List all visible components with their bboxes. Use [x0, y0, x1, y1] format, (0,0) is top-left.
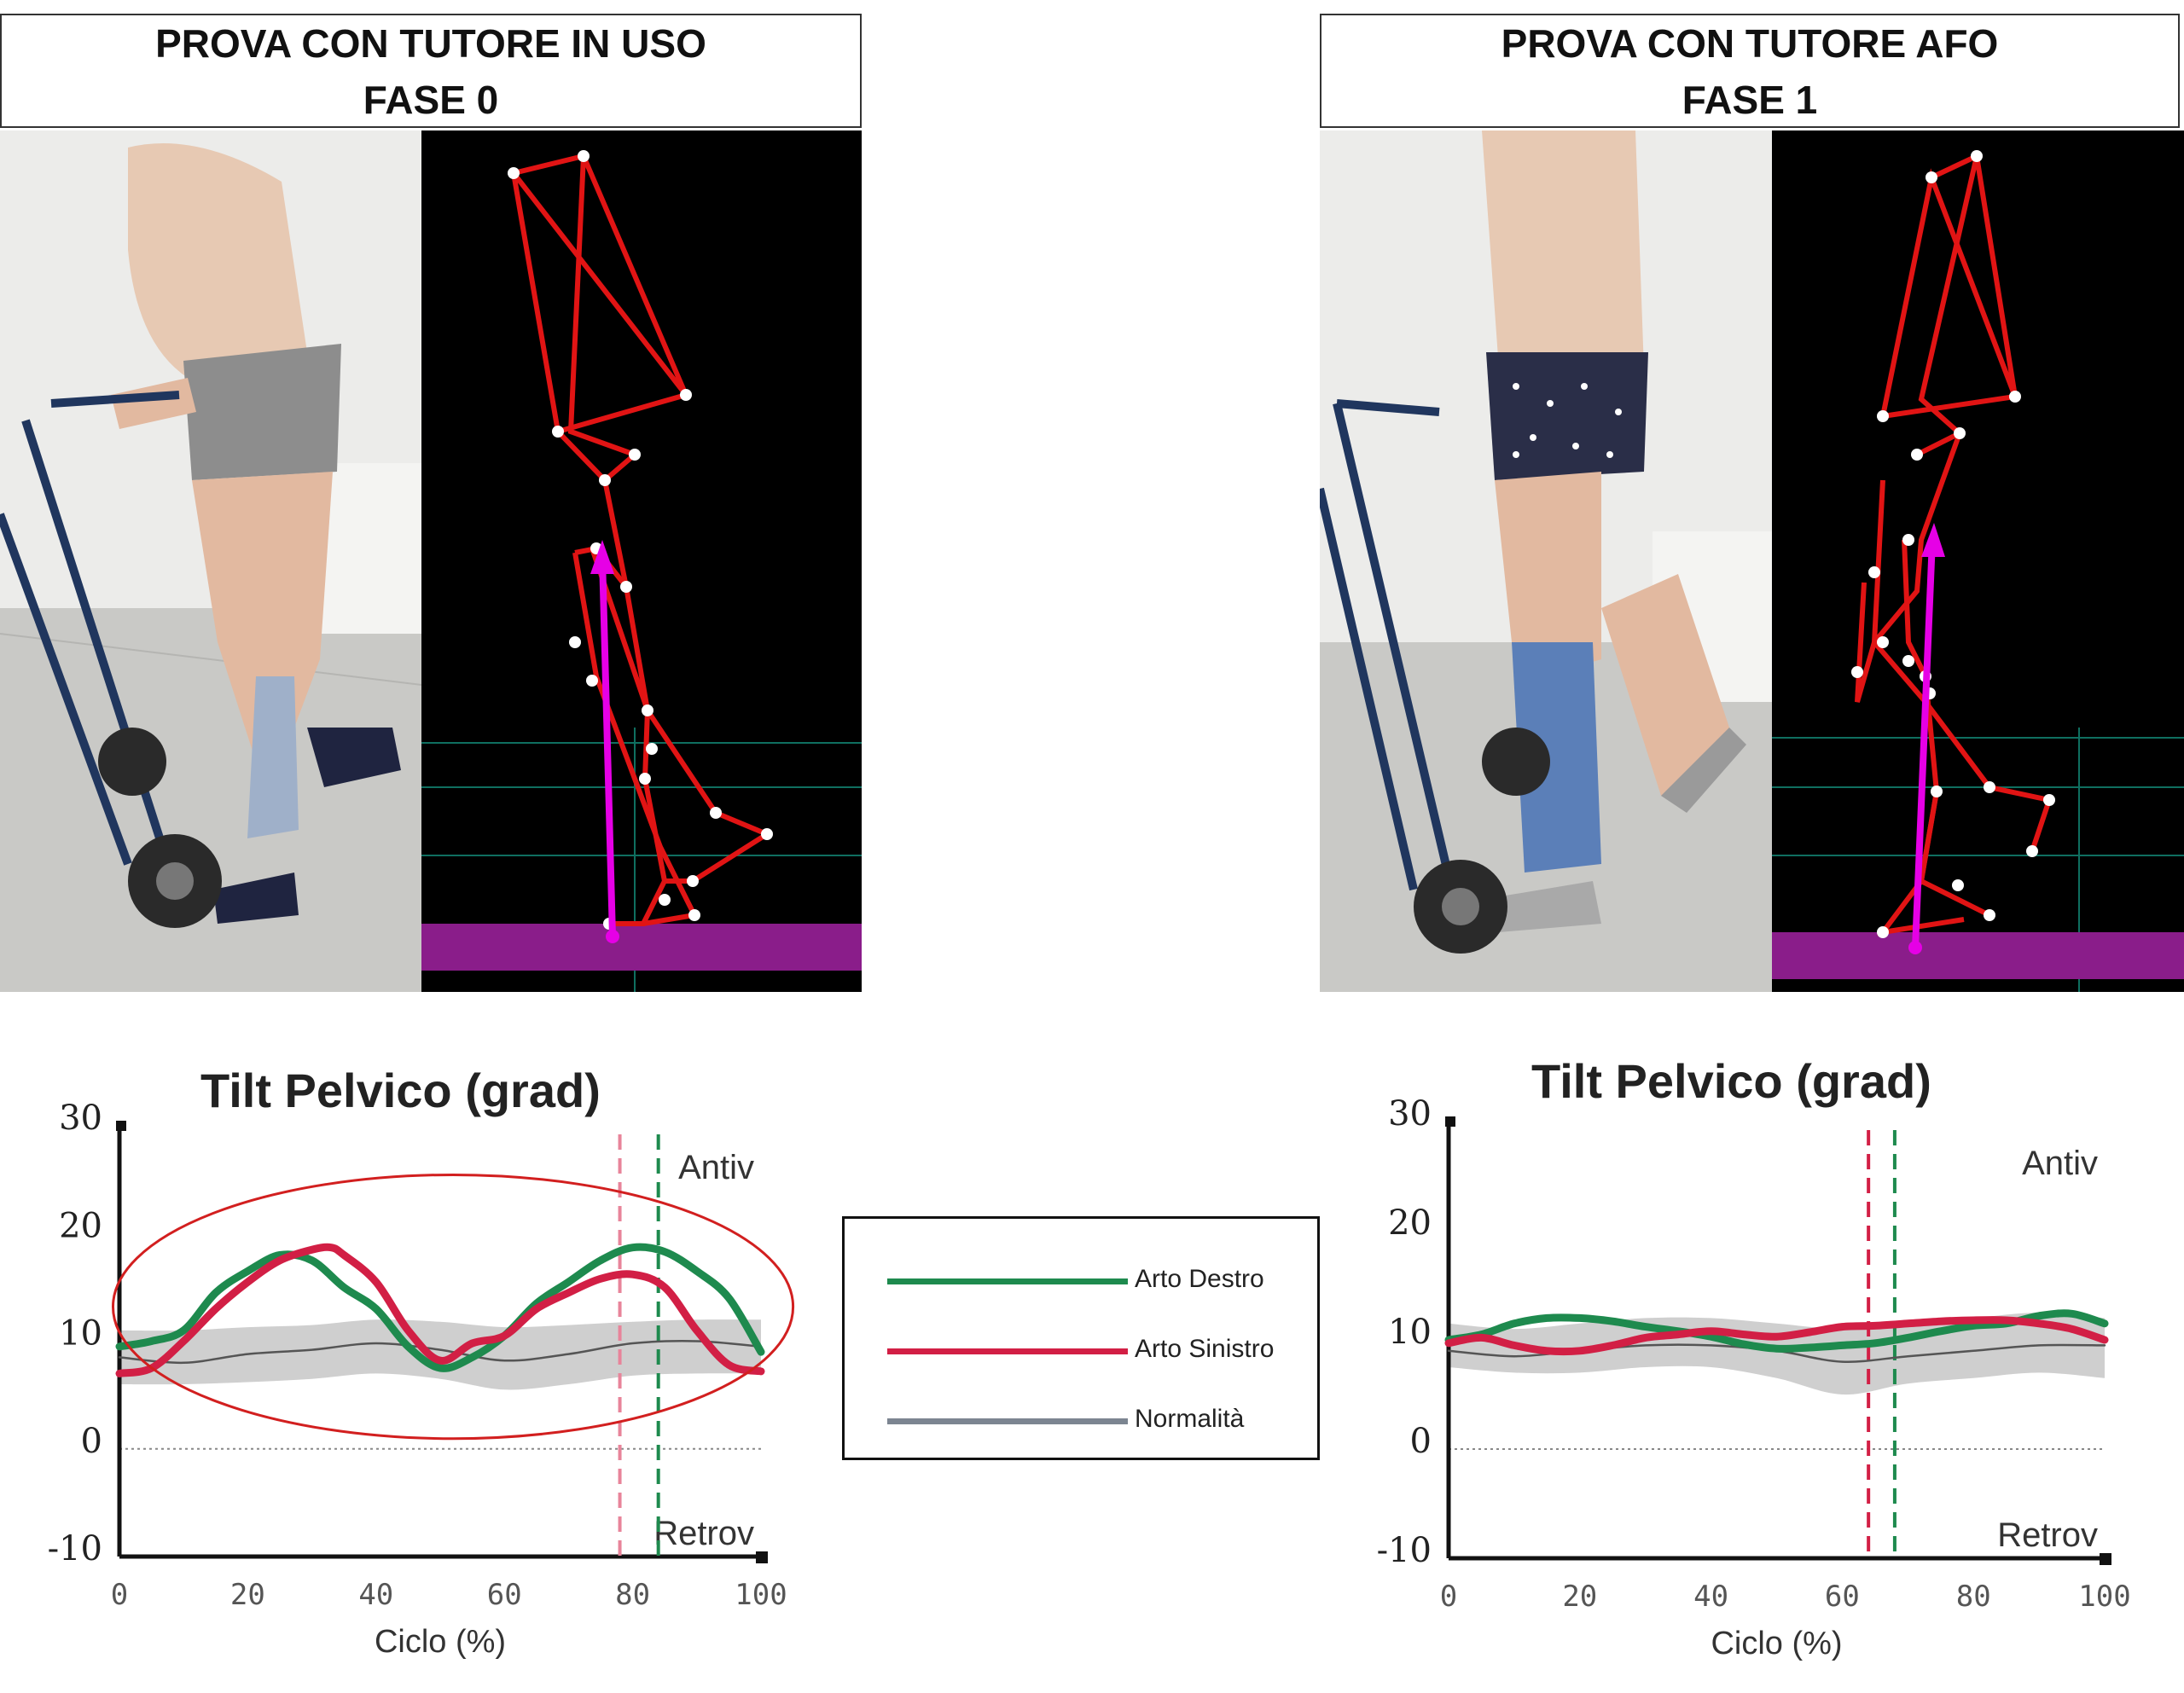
retrov-annotation: Retrov [653, 1515, 754, 1552]
x-tick-label: 60 [487, 1578, 522, 1612]
legend-swatch [887, 1348, 1128, 1354]
y-tick-label: -10 [1377, 1531, 1432, 1570]
legend-item-arto-destro: Arto Destro [887, 1263, 1305, 1297]
antiv-annotation: Antiv [2022, 1145, 2098, 1182]
tilt-chart-fase1: Tilt Pelvico (grad) 30 20 10 0 -10 0 20 40 60 80 1… [1331, 1041, 2184, 1689]
series-line-arto-sinistro [1444, 1316, 2109, 1356]
skeleton-view-fase1 [1772, 130, 2184, 992]
series-line-arto-destro [115, 1243, 765, 1372]
patient-photo-fase1 [1320, 130, 1772, 992]
chart-title: Tilt Pelvico (grad) [1531, 1054, 1931, 1108]
antiv-annotation: Antiv [678, 1149, 754, 1186]
y-tick-label: 10 [59, 1314, 102, 1354]
chart-legend: Arto Destro Arto Sinistro Normalità [842, 1216, 1320, 1460]
chart-title: Tilt Pelvico (grad) [200, 1064, 601, 1117]
y-tick-label: 20 [1388, 1203, 1432, 1243]
y-axis-cap [1445, 1116, 1455, 1127]
retrov-annotation: Retrov [1997, 1516, 2098, 1554]
legend-item-arto-sinistro: Arto Sinistro [887, 1333, 1305, 1367]
panel-header-fase1: PROVA CON TUTORE AFO FASE 1 [1320, 14, 2180, 128]
patient-photo-fase0 [0, 130, 421, 992]
series-line-normalit [118, 1340, 763, 1365]
y-axis-cap [116, 1121, 126, 1131]
normal-range-band [119, 1319, 761, 1390]
legend-label: Arto Destro [1135, 1265, 1264, 1293]
legend-item-normalita: Normalità [887, 1403, 1305, 1437]
legend-swatch [887, 1418, 1128, 1424]
y-tick-label: 30 [59, 1099, 102, 1138]
x-tick-label: 0 [111, 1578, 128, 1612]
y-tick-label: 30 [1388, 1094, 1432, 1133]
x-tick-label: 40 [1693, 1580, 1728, 1614]
y-tick-label: 10 [1388, 1313, 1432, 1352]
x-axis-cap [2100, 1553, 2111, 1565]
header-phase: FASE 1 [1682, 78, 1818, 122]
legend-label: Normalità [1135, 1405, 1245, 1433]
x-tick-label: 100 [735, 1578, 787, 1612]
legend-label: Arto Sinistro [1135, 1335, 1275, 1363]
x-axis-label: Ciclo (%) [375, 1624, 506, 1660]
header-title: PROVA CON TUTORE AFO [1501, 21, 1999, 66]
highlight-ellipse [111, 1173, 795, 1441]
x-tick-label: 40 [358, 1578, 393, 1612]
x-tick-label: 80 [615, 1578, 650, 1612]
series-line-arto-sinistro [115, 1243, 765, 1377]
header-phase: FASE 0 [363, 78, 499, 122]
x-axis-label: Ciclo (%) [1711, 1626, 1842, 1661]
x-tick-label: 20 [230, 1578, 265, 1612]
x-tick-label: 0 [1440, 1580, 1457, 1614]
series-line-arto-destro [1444, 1309, 2109, 1353]
x-tick-label: 20 [1562, 1580, 1597, 1614]
y-tick-label: -10 [48, 1529, 102, 1568]
y-tick-label: 0 [1410, 1422, 1432, 1461]
tilt-chart-fase0: Tilt Pelvico (grad) 30 20 10 0 -10 0 20 40 60 80 1… [0, 1041, 845, 1689]
x-tick-label: 60 [1825, 1580, 1860, 1614]
y-tick-label: 20 [59, 1206, 102, 1245]
panel-header-fase0: PROVA CON TUTORE IN USO FASE 0 [0, 14, 862, 128]
x-tick-label: 100 [2078, 1580, 2130, 1614]
y-tick-label: 0 [81, 1422, 102, 1461]
header-title: PROVA CON TUTORE IN USO [155, 21, 706, 66]
x-tick-label: 80 [1956, 1580, 1991, 1614]
legend-swatch [887, 1278, 1128, 1284]
x-axis-cap [756, 1551, 768, 1563]
skeleton-view-fase0 [421, 130, 862, 992]
